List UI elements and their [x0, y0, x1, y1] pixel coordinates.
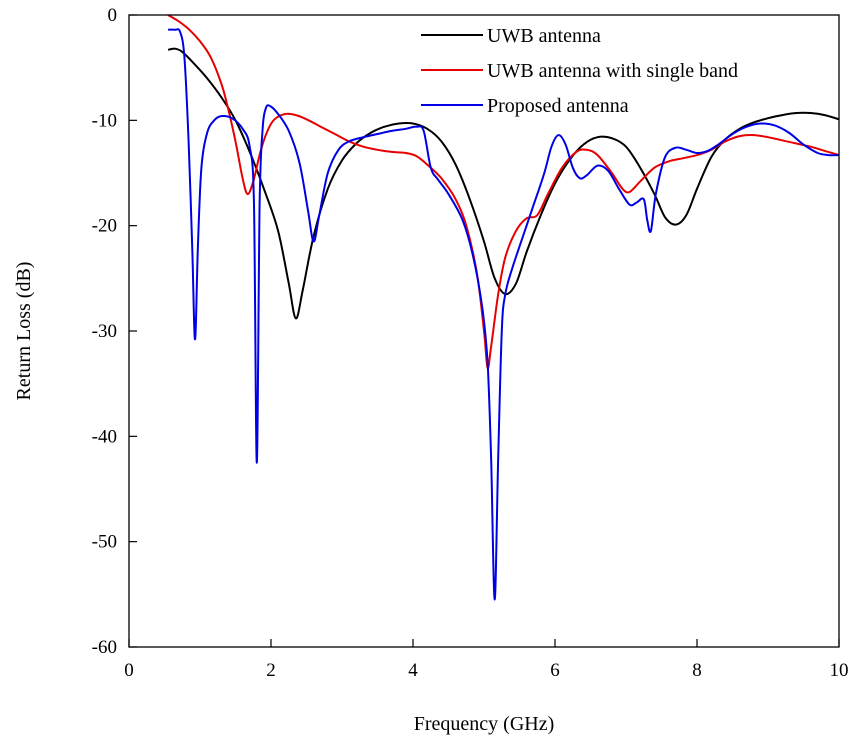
y-tick-label: -50: [92, 532, 117, 553]
legend-label-1: UWB antenna: [487, 25, 601, 47]
legend: UWB antenna UWB antenna with single band P…: [421, 25, 738, 117]
x-tick-label: 10: [830, 660, 849, 681]
series-line-3: [168, 28, 839, 601]
series-layer: [167, 15, 839, 601]
legend-label-3: Proposed antenna: [487, 95, 629, 117]
y-tick-label: 0: [108, 5, 118, 26]
y-tick-label: -30: [92, 321, 117, 342]
x-tick-label: 2: [266, 660, 276, 681]
x-tick-label: 0: [124, 660, 134, 681]
y-tick-label: -20: [92, 216, 117, 237]
x-tick-label: 8: [692, 660, 702, 681]
y-tick-label: -40: [92, 426, 117, 447]
x-tick-label: 4: [408, 660, 418, 681]
y-tick-label: -10: [92, 110, 117, 131]
ticks-layer: 0 2 4 6 8 10 0 -10 -20 -30 -40 -50 -60: [92, 5, 849, 681]
y-tick-label: -60: [92, 637, 117, 658]
x-axis-label: Frequency (GHz): [414, 713, 555, 735]
legend-label-2: UWB antenna with single band: [487, 60, 738, 82]
y-axis-label: Return Loss (dB): [13, 262, 35, 401]
x-tick-label: 6: [550, 660, 560, 681]
series-line-1: [167, 47, 839, 320]
